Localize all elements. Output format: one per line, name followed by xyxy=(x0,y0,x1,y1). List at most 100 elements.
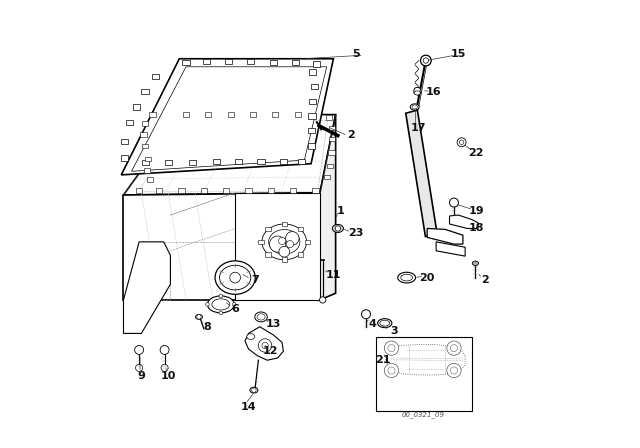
Circle shape xyxy=(160,345,169,354)
Bar xyxy=(142,121,148,126)
Bar xyxy=(164,159,172,165)
Ellipse shape xyxy=(220,265,251,290)
Text: 2: 2 xyxy=(348,129,355,140)
Bar xyxy=(329,126,335,130)
Bar xyxy=(269,60,276,65)
Circle shape xyxy=(388,345,395,352)
Text: 18: 18 xyxy=(468,224,484,233)
Text: 3: 3 xyxy=(390,326,397,336)
Ellipse shape xyxy=(412,105,417,109)
Bar xyxy=(292,60,299,65)
Text: 13: 13 xyxy=(266,319,281,329)
Bar xyxy=(201,188,207,193)
Bar xyxy=(308,143,315,149)
Text: 21: 21 xyxy=(375,355,390,365)
Bar xyxy=(136,188,142,193)
Bar xyxy=(142,159,149,165)
Circle shape xyxy=(196,314,201,319)
Text: 15: 15 xyxy=(451,49,466,59)
Bar xyxy=(183,112,189,117)
Bar xyxy=(205,112,211,117)
Bar xyxy=(326,164,333,168)
Bar xyxy=(282,258,287,262)
Bar xyxy=(268,188,274,193)
Circle shape xyxy=(285,232,299,245)
Ellipse shape xyxy=(472,261,479,266)
Bar xyxy=(326,116,332,120)
Bar xyxy=(189,159,196,165)
Bar xyxy=(265,252,271,257)
Ellipse shape xyxy=(262,224,307,260)
Bar xyxy=(259,240,264,244)
Bar xyxy=(235,159,243,164)
Bar xyxy=(329,137,335,142)
Circle shape xyxy=(457,138,466,147)
Polygon shape xyxy=(121,59,333,175)
Bar xyxy=(202,59,210,64)
Text: 7: 7 xyxy=(252,275,259,285)
Circle shape xyxy=(451,367,458,374)
Bar xyxy=(312,188,319,193)
Text: 22: 22 xyxy=(468,147,484,158)
Ellipse shape xyxy=(212,299,230,310)
Text: 8: 8 xyxy=(204,322,211,332)
Bar xyxy=(140,133,147,137)
Ellipse shape xyxy=(410,104,419,110)
Circle shape xyxy=(219,294,223,297)
Text: 11: 11 xyxy=(326,270,341,280)
Circle shape xyxy=(205,302,209,306)
Bar xyxy=(294,112,301,117)
Text: 00_0321_09: 00_0321_09 xyxy=(402,411,445,418)
Polygon shape xyxy=(132,67,326,171)
Polygon shape xyxy=(320,115,335,300)
Text: 6: 6 xyxy=(231,304,239,314)
Bar xyxy=(144,168,150,172)
Text: 23: 23 xyxy=(348,228,364,238)
Circle shape xyxy=(161,364,168,371)
Bar xyxy=(228,112,234,117)
Bar xyxy=(213,159,220,164)
Circle shape xyxy=(319,297,326,303)
Bar xyxy=(149,112,156,117)
Polygon shape xyxy=(427,228,463,244)
Bar xyxy=(179,188,185,193)
Polygon shape xyxy=(449,215,479,228)
Bar xyxy=(305,240,310,244)
Polygon shape xyxy=(124,242,170,333)
Polygon shape xyxy=(124,193,320,300)
Circle shape xyxy=(134,345,143,354)
Bar xyxy=(245,188,252,193)
Ellipse shape xyxy=(269,229,300,254)
Bar xyxy=(250,112,256,117)
Text: 4: 4 xyxy=(369,319,376,329)
Bar xyxy=(145,157,151,161)
Text: 5: 5 xyxy=(352,49,360,59)
Text: 14: 14 xyxy=(241,402,257,412)
Bar xyxy=(298,252,303,257)
Bar xyxy=(272,112,278,117)
Bar xyxy=(156,188,163,193)
Polygon shape xyxy=(124,115,335,195)
Ellipse shape xyxy=(378,319,392,327)
Circle shape xyxy=(252,388,256,392)
Circle shape xyxy=(279,246,290,257)
Text: 1: 1 xyxy=(336,206,344,215)
Bar xyxy=(121,155,128,160)
Bar xyxy=(147,177,154,181)
Bar xyxy=(247,59,254,64)
Ellipse shape xyxy=(250,387,258,393)
Circle shape xyxy=(335,226,340,231)
Ellipse shape xyxy=(401,274,412,281)
Bar xyxy=(376,337,472,411)
Ellipse shape xyxy=(380,320,390,326)
Polygon shape xyxy=(414,91,421,95)
Bar xyxy=(141,89,148,94)
Circle shape xyxy=(269,236,285,252)
Bar xyxy=(324,175,330,179)
Ellipse shape xyxy=(332,224,344,233)
Circle shape xyxy=(420,55,431,66)
Bar xyxy=(298,227,303,232)
Circle shape xyxy=(219,311,223,314)
Bar xyxy=(309,69,316,75)
Circle shape xyxy=(460,140,464,145)
